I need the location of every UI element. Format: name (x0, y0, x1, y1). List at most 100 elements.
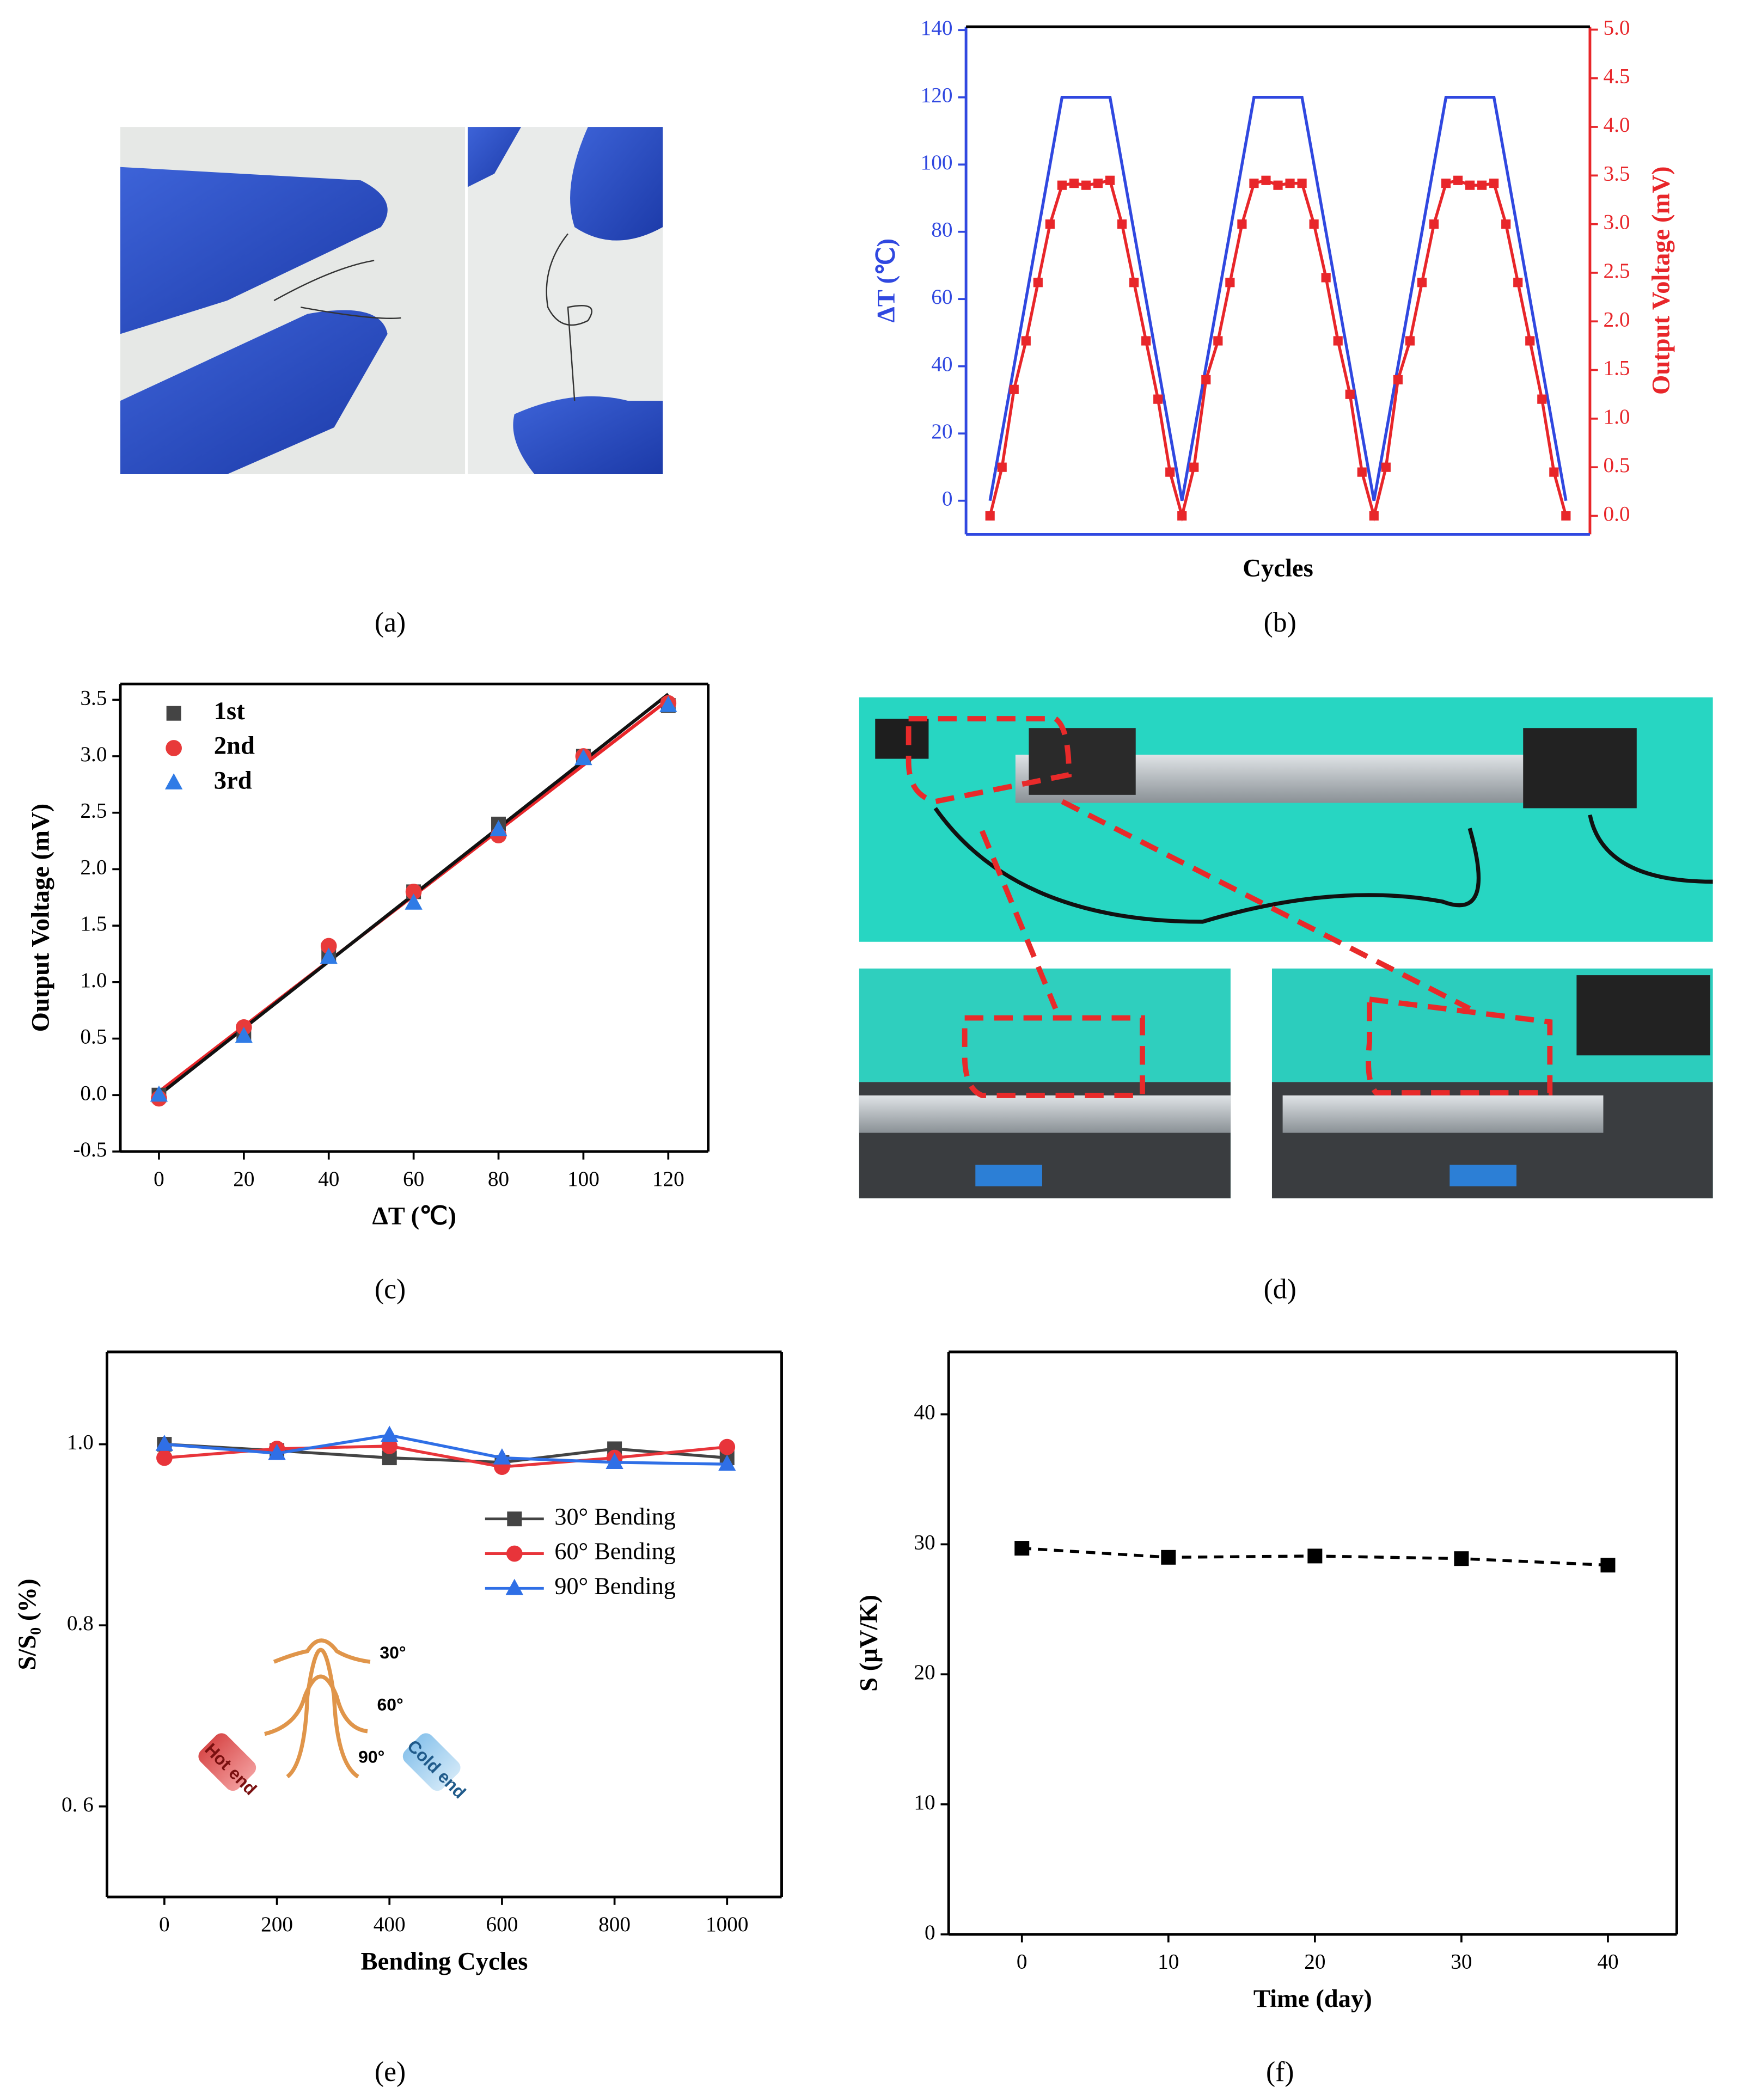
y-tick-label: 2.0 (80, 855, 107, 879)
series-line (988, 96, 1568, 501)
y-tick-label: 0 (925, 1921, 935, 1944)
y2-tick-label: 2.5 (1603, 259, 1630, 283)
series-line (988, 179, 1568, 522)
legend-marker (505, 1578, 523, 1595)
chart: 0 20 40 60 80 100 120 140 0.0 0.5 1.0 1.5 2.0 2.5 3.0 3… (872, 16, 1675, 582)
chart: 0 10 20 30 40 0 10 20 30 40 Time (day) S (μV/K) (855, 1350, 1678, 2013)
marker (381, 1438, 398, 1454)
x-tick-label: 800 (598, 1913, 631, 1936)
marker (1009, 384, 1019, 394)
marker (605, 1453, 623, 1470)
marker (1249, 179, 1259, 188)
x-tick-label: 600 (486, 1913, 518, 1936)
y-tick-label: 30 (914, 1530, 935, 1554)
marker (155, 1435, 174, 1451)
legend-label: 60° Bending (554, 1538, 676, 1565)
marker (1417, 278, 1427, 287)
chart: -0.5 0.0 0.5 1.0 1.5 2.0 2.5 3.0 3.5 0 20 40 60 80 100… (26, 682, 710, 1230)
x-tick-label: 0 (159, 1913, 170, 1936)
chart: 0. 6 0.8 1.0 0 200 400 600 800 1000 Bending Cycle… (13, 1350, 783, 1975)
marker (1093, 179, 1103, 188)
y-tick-label: 80 (931, 218, 952, 242)
y-axis-label: ΔT (℃) (872, 238, 901, 323)
legend-marker (507, 1511, 522, 1527)
legend-marker (164, 773, 183, 789)
marker (1014, 1541, 1030, 1556)
marker (1429, 219, 1439, 229)
x-tick-label: 10 (1158, 1950, 1179, 1974)
marker (1513, 278, 1523, 287)
marker (1477, 180, 1487, 190)
y2-tick-label: 3.0 (1603, 211, 1630, 234)
y2-tick-label: 0.0 (1603, 502, 1630, 525)
marker (1345, 389, 1355, 399)
y2-tick-label: 4.5 (1603, 65, 1630, 88)
marker (1393, 375, 1403, 385)
legend-label: 1st (214, 697, 245, 725)
marker (1309, 219, 1319, 229)
marker (1129, 278, 1139, 287)
y-tick-label: 2.5 (80, 799, 107, 823)
photo-d (859, 697, 1713, 1198)
marker (1141, 336, 1151, 346)
marker (268, 1443, 286, 1460)
panel-label: (f) (1266, 2056, 1294, 2087)
x-tick-label: 120 (652, 1167, 684, 1191)
marker (1045, 219, 1055, 229)
y-tick-label: 40 (931, 353, 952, 376)
x-tick-label: 1000 (706, 1913, 749, 1936)
y-tick-label: 0. 6 (62, 1793, 94, 1816)
y-tick-label: 1.0 (80, 969, 107, 992)
x-tick-label: 0 (154, 1167, 164, 1191)
marker (1561, 511, 1571, 521)
x-tick-label: 60 (403, 1167, 424, 1191)
x-tick-label: 0 (1017, 1950, 1027, 1974)
y2-tick-label: 2.0 (1603, 308, 1630, 331)
marker (235, 1026, 253, 1043)
marker (1165, 467, 1175, 477)
y-tick-label: 60 (931, 285, 952, 309)
marker (718, 1454, 736, 1471)
annotation: 30° (380, 1643, 406, 1662)
marker (1453, 175, 1463, 185)
annotation: 60° (377, 1695, 403, 1715)
marker (1501, 219, 1511, 229)
bending-inset (198, 1638, 461, 1791)
panel-label: (c) (375, 1274, 406, 1305)
marker (1525, 336, 1535, 346)
marker (1465, 180, 1475, 190)
y-tick-label: -0.5 (73, 1138, 107, 1161)
legend-label: 2nd (214, 732, 255, 760)
y2-tick-label: 5.0 (1603, 16, 1630, 39)
y-tick-label: 100 (921, 151, 953, 174)
marker (1201, 375, 1211, 385)
y-axis-label: S (μV/K) (855, 1595, 883, 1692)
y-tick-label: 0.5 (80, 1025, 107, 1049)
legend-label: 90° Bending (554, 1572, 676, 1599)
y-tick-label: 3.0 (80, 743, 107, 766)
x-tick-label: 40 (1597, 1950, 1618, 1974)
x-axis-label: ΔT (℃) (372, 1202, 457, 1230)
marker (1069, 179, 1079, 188)
y2-axis-label: Output Voltage (mV) (1647, 166, 1675, 395)
annotation: 90° (358, 1747, 384, 1766)
marker (1285, 179, 1295, 188)
marker (1600, 1558, 1616, 1573)
marker (1117, 219, 1127, 229)
y-tick-label: 0.8 (67, 1612, 94, 1635)
marker (1549, 467, 1559, 477)
marker (150, 1085, 168, 1102)
y-axis-label: Output Voltage (mV) (26, 804, 54, 1032)
marker (1297, 179, 1307, 188)
marker (320, 938, 337, 954)
y-tick-label: 0.0 (80, 1081, 107, 1105)
legend-marker (506, 1545, 523, 1562)
panel-label: (e) (375, 2056, 406, 2087)
panel-label: (a) (375, 607, 406, 638)
x-tick-label: 20 (1304, 1950, 1325, 1974)
y-tick-label: 120 (921, 84, 953, 107)
marker (1537, 394, 1547, 404)
series-line (164, 1444, 727, 1468)
y2-tick-label: 0.5 (1603, 454, 1630, 477)
